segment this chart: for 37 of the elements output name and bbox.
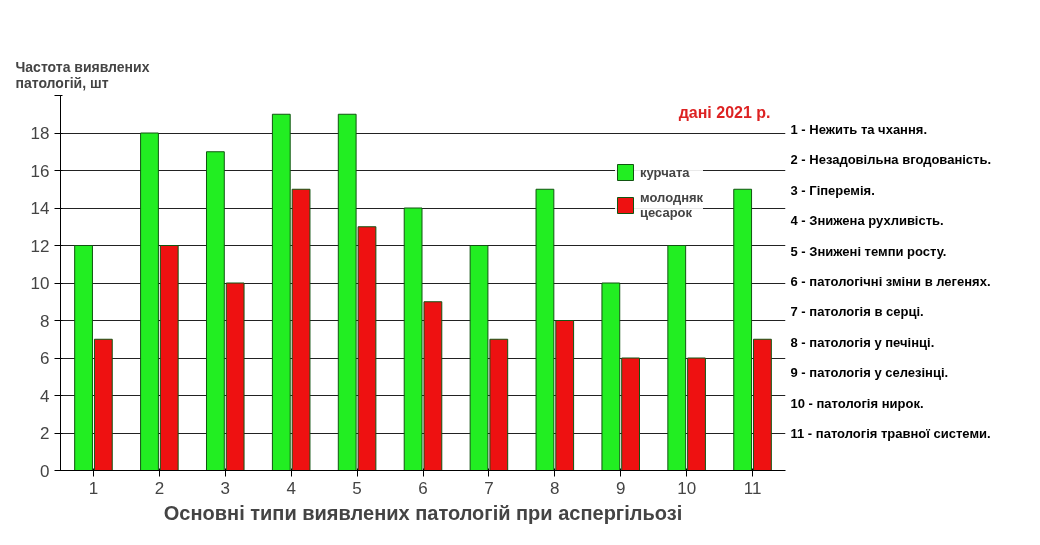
x-tick-label: 3 (220, 478, 231, 498)
y-tick-label: 10 (30, 274, 50, 293)
y-tick-label: 0 (40, 461, 50, 481)
y-tick-label: 16 (30, 161, 50, 181)
y-tick-label: 8 (40, 311, 50, 331)
text: 2 - Незадовільна вгодованість. (790, 152, 992, 168)
text: 3 - Гіперемія. (790, 182, 875, 198)
y-tick-label: 6 (40, 349, 50, 368)
legend-label: молодняк цесарок (640, 190, 704, 220)
y-tick-label: 14 (30, 199, 50, 218)
x-tick-label: 8 (550, 478, 560, 498)
x-tick-label: 6 (418, 478, 428, 498)
legend-label: курчата (640, 164, 690, 180)
text: 8 - патологія у печінці. (790, 334, 935, 350)
x-tick-label: 7 (484, 478, 494, 498)
text: 7 - патологія в серці. (790, 304, 924, 320)
text: 10 - патологія нирок. (790, 395, 924, 411)
text: 5 - Знижені темпи росту. (790, 243, 947, 259)
text: 6 - патологічні зміни в легенях. (790, 274, 991, 289)
x-tick-label: 9 (616, 478, 626, 498)
x-axis-title: Основні типи виявлених патологій при аспергільозі (163, 501, 683, 524)
y-tick-label: 4 (40, 386, 50, 406)
x-tick-label: 5 (352, 478, 362, 498)
x-tick-label: 1 (88, 478, 99, 498)
text: 4 - Знижена рухливість. (790, 213, 944, 229)
x-tick-label: 4 (286, 478, 296, 498)
y-axis-title: Частота виявлених патологій, шт (15, 58, 150, 91)
text: 11 - патологія травної системи. (790, 426, 991, 442)
x-tick-label: 11 (743, 478, 762, 498)
y-tick-label: 18 (30, 124, 50, 143)
y-tick-label: 12 (30, 236, 50, 256)
text: 1 - Нежить та чхання. (790, 121, 928, 137)
x-tick-label: 10 (677, 478, 697, 498)
y-tick-label: 2 (40, 424, 50, 443)
x-tick-label: 2 (154, 478, 165, 498)
text: 9 - патологія у селезінці. (790, 365, 949, 381)
text: дані 2021 р. (678, 103, 771, 121)
